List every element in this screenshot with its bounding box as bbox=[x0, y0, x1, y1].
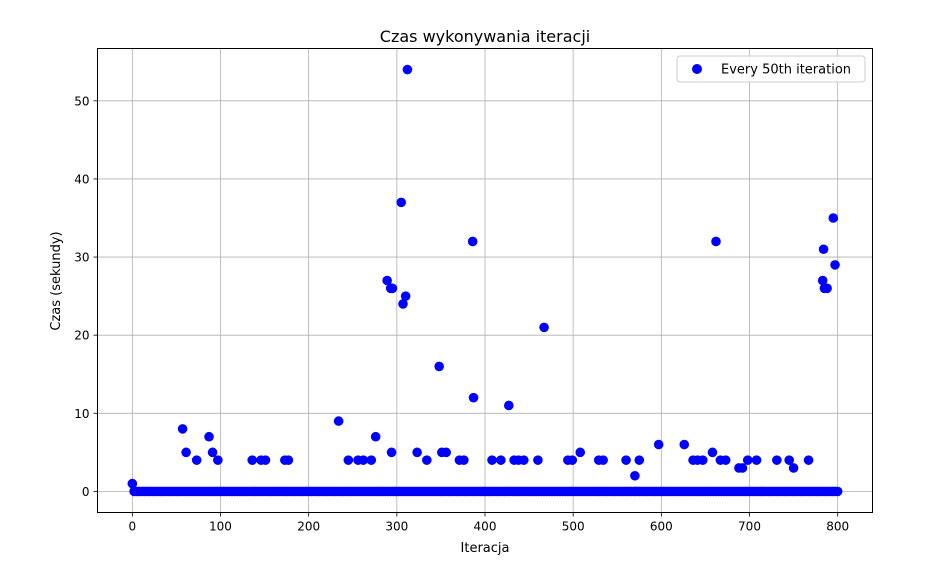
legend-box bbox=[676, 55, 866, 83]
data-point bbox=[504, 400, 514, 411]
data-point bbox=[412, 447, 422, 458]
data-point bbox=[818, 244, 829, 255]
data-point bbox=[575, 447, 586, 458]
y-tick-label: 30 bbox=[74, 251, 89, 265]
data-point bbox=[358, 455, 369, 465]
data-point bbox=[822, 283, 832, 294]
data-point bbox=[127, 478, 138, 489]
x-tick-label: 200 bbox=[297, 520, 320, 534]
data-point bbox=[720, 455, 731, 465]
data-point bbox=[467, 236, 478, 247]
data-point bbox=[567, 455, 578, 465]
y-axis-ticks: 0 10 20 30 40 50 bbox=[74, 94, 98, 499]
data-point bbox=[283, 455, 294, 465]
data-point bbox=[742, 455, 753, 465]
data-point bbox=[396, 197, 407, 208]
y-axis-label: Czas (sekundy) bbox=[49, 231, 64, 330]
data-point bbox=[653, 439, 664, 450]
x-tick-label: 400 bbox=[474, 520, 497, 534]
legend-label: Every 50th iteration bbox=[721, 63, 851, 78]
data-point bbox=[751, 455, 762, 465]
data-point bbox=[533, 455, 543, 465]
data-point bbox=[386, 447, 397, 458]
data-point bbox=[737, 463, 748, 473]
x-tick-label: 600 bbox=[650, 520, 673, 534]
data-point bbox=[441, 447, 452, 458]
data-point bbox=[204, 431, 214, 442]
data-point bbox=[333, 416, 344, 426]
data-point bbox=[772, 455, 782, 465]
x-tick-label: 700 bbox=[738, 520, 761, 534]
data-point bbox=[518, 455, 529, 465]
x-axis-label: Iteracja bbox=[461, 541, 510, 556]
y-tick-label: 50 bbox=[74, 94, 89, 108]
data-point bbox=[817, 275, 828, 286]
data-point bbox=[207, 447, 218, 458]
data-point bbox=[788, 463, 799, 473]
data-point bbox=[634, 455, 645, 465]
y-tick-label: 40 bbox=[74, 172, 89, 186]
legend: Every 50th iteration bbox=[676, 55, 866, 83]
x-tick-label: 0 bbox=[129, 520, 137, 534]
data-point bbox=[679, 439, 690, 450]
data-point bbox=[177, 424, 188, 434]
data-point bbox=[830, 260, 840, 270]
data-point bbox=[260, 455, 271, 465]
legend-marker bbox=[692, 64, 702, 74]
x-tick-label: 500 bbox=[562, 520, 585, 534]
data-point bbox=[387, 283, 398, 294]
data-point bbox=[422, 455, 432, 465]
data-point bbox=[181, 447, 191, 458]
x-axis-ticks: 0 100 200 300 400 500 600 700 800 bbox=[129, 512, 849, 534]
y-tick-label: 10 bbox=[74, 407, 89, 421]
data-point bbox=[400, 291, 411, 301]
data-point bbox=[707, 447, 718, 458]
data-point bbox=[828, 213, 839, 223]
data-point bbox=[398, 299, 408, 309]
x-tick-label: 100 bbox=[209, 520, 232, 534]
data-point bbox=[711, 236, 721, 247]
data-point bbox=[832, 486, 843, 497]
data-point bbox=[598, 455, 608, 465]
y-tick-label: 20 bbox=[74, 329, 89, 343]
data-point bbox=[803, 455, 814, 465]
data-point bbox=[370, 431, 381, 442]
x-tick-label: 800 bbox=[826, 520, 849, 534]
data-point bbox=[487, 455, 497, 465]
data-point bbox=[697, 455, 708, 465]
data-point bbox=[496, 455, 506, 465]
data-point bbox=[402, 64, 413, 75]
data-point bbox=[382, 275, 392, 286]
y-tick-label: 0 bbox=[82, 485, 90, 499]
data-point bbox=[366, 455, 377, 465]
data-point bbox=[459, 455, 469, 465]
data-points bbox=[127, 64, 843, 497]
data-point bbox=[630, 470, 640, 481]
data-point bbox=[343, 455, 354, 465]
data-point bbox=[213, 455, 223, 465]
chart-title: Czas wykonywania iteracji bbox=[380, 27, 590, 46]
x-tick-label: 300 bbox=[385, 520, 408, 534]
data-point bbox=[621, 455, 631, 465]
data-point bbox=[784, 455, 794, 465]
data-point bbox=[468, 392, 479, 403]
data-point bbox=[247, 455, 258, 465]
data-point bbox=[191, 455, 202, 465]
data-point bbox=[539, 322, 549, 333]
data-point bbox=[434, 361, 444, 372]
